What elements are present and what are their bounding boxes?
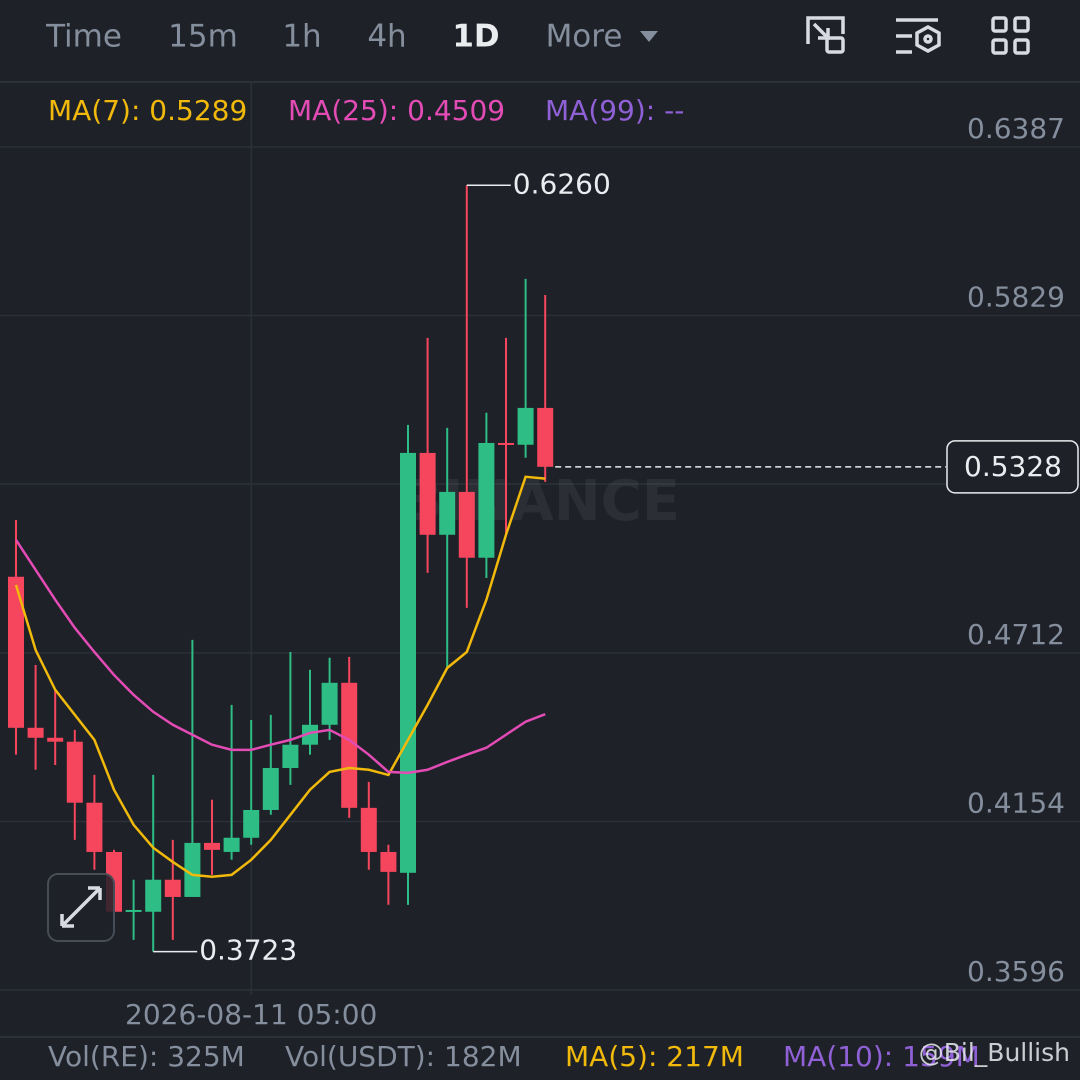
- candle-body: [184, 842, 201, 897]
- interval-tab[interactable]: 1h: [282, 19, 321, 55]
- candle-body: [8, 576, 24, 728]
- interval-tab[interactable]: Time: [45, 19, 122, 55]
- candle-body: [66, 741, 83, 803]
- interval-tab[interactable]: More: [546, 19, 623, 55]
- ma-line: [14, 539, 546, 775]
- max-marker-label: 0.6260: [513, 167, 611, 200]
- candle-body: [86, 802, 103, 852]
- y-tick-label: 0.3596: [967, 955, 1065, 988]
- expand-button[interactable]: [47, 873, 115, 942]
- settings-icon[interactable]: [896, 18, 941, 54]
- candle-body: [439, 491, 456, 535]
- candle-body: [282, 744, 299, 768]
- fullscreen-icon[interactable]: [806, 16, 845, 54]
- candle-body: [400, 452, 416, 873]
- candle-body: [223, 837, 240, 852]
- volume-stat: MA(5): 217M: [565, 1040, 744, 1073]
- candle-body: [458, 491, 475, 558]
- y-tick-label: 0.6387: [967, 112, 1065, 145]
- candle-body: [478, 442, 495, 558]
- min-marker-label: 0.3723: [199, 934, 297, 967]
- toolbar: Time 15m 1h 4h 1D More: [45, 19, 622, 55]
- last-price-label: 0.5328: [964, 450, 1062, 483]
- volume-stat: Vol(RE): 325M: [48, 1040, 245, 1073]
- candle-body: [145, 879, 162, 912]
- candle-body: [360, 807, 377, 852]
- more-caret[interactable]: [640, 31, 658, 42]
- legend-entry: MA(99): --: [545, 94, 684, 127]
- candle-body: [419, 452, 436, 535]
- ma-line: [14, 475, 546, 878]
- interval-tab[interactable]: 1D: [452, 19, 499, 55]
- candle-body: [517, 407, 534, 445]
- volume-stat: MA(10): 159M: [783, 1040, 980, 1073]
- candle-body: [204, 842, 220, 850]
- x-tick-label: 2026-08-11 05:00: [125, 998, 377, 1031]
- plot-area: 0.6387 0.5829 0.4712 0.4154 0.3596 2026-08-11…: [0, 82, 1080, 1031]
- candle-body: [341, 682, 358, 808]
- y-tick-label: 0.4712: [967, 618, 1065, 651]
- interval-tab[interactable]: 4h: [367, 19, 406, 55]
- y-tick-label: 0.4154: [967, 786, 1065, 819]
- candle-body: [302, 724, 318, 745]
- volume-stat: Vol(USDT): 182M: [285, 1040, 522, 1073]
- candle-body: [164, 879, 181, 897]
- legend-entry: MA(7): 0.5289: [48, 94, 247, 127]
- candle-body: [27, 727, 44, 738]
- candle-body: [262, 767, 279, 810]
- legend-entry: MA(25): 0.4509: [288, 94, 505, 127]
- candle-body: [125, 909, 142, 912]
- volume-bar: Vol(RE): 325M Vol(USDT): 182M MA(5): 217M M…: [48, 1040, 980, 1073]
- credit: @Bil_Bullish: [919, 1038, 1070, 1067]
- candle-body: [321, 682, 338, 725]
- last-price-box: [946, 440, 1079, 494]
- candle-body: [243, 809, 260, 838]
- layout-icon[interactable]: [991, 16, 1030, 55]
- interval-tab[interactable]: 15m: [168, 19, 238, 55]
- candle-body: [47, 737, 64, 742]
- candle-body: [537, 407, 554, 467]
- candle-body: [380, 851, 397, 872]
- y-tick-label: 0.5829: [967, 280, 1065, 313]
- candle-body: [498, 442, 514, 445]
